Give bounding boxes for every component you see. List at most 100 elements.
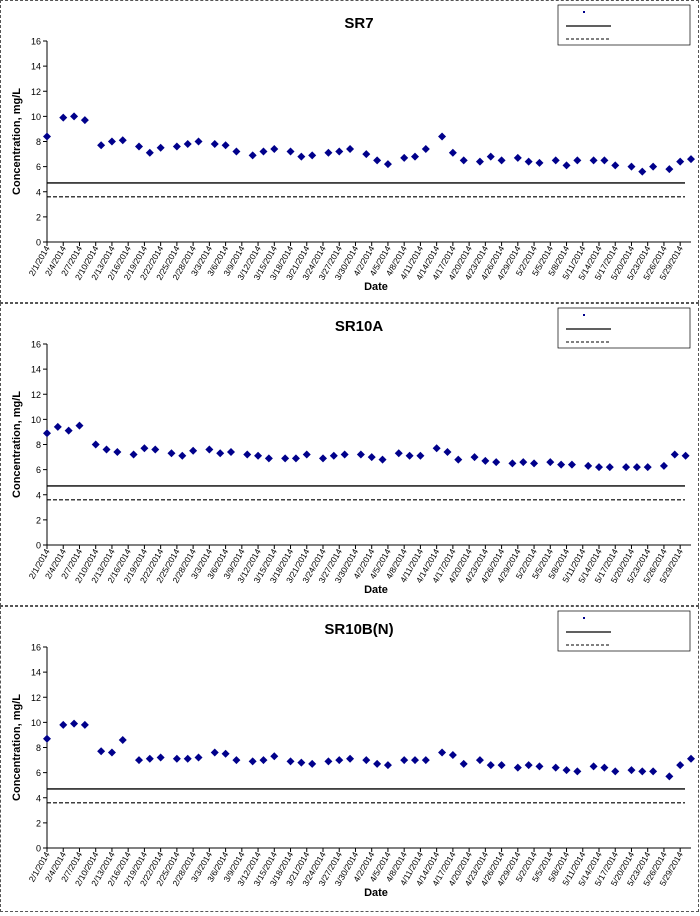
data-point (145, 754, 154, 763)
y-tick-label: 0 (36, 541, 41, 551)
data-point (286, 757, 295, 766)
data-point (676, 761, 685, 770)
data-point (535, 762, 544, 771)
data-point (178, 451, 187, 460)
data-point (438, 132, 447, 141)
data-point (308, 759, 317, 768)
data-point (189, 446, 198, 455)
data-point (140, 444, 149, 453)
chart-panel-sr10b-n: SR10B(N) 0 2 4 6 8 10 12 14 16 Concentration, mg/L… (0, 606, 699, 912)
data-point (676, 157, 685, 166)
data-point (459, 156, 468, 165)
data-point (459, 759, 468, 768)
y-tick-label: 16 (31, 37, 41, 47)
data-point (264, 454, 273, 463)
data-point (573, 767, 582, 776)
data-point (59, 720, 68, 729)
legend-marker-points (583, 617, 585, 619)
data-point (508, 459, 517, 468)
data-point (70, 112, 79, 121)
data-point (172, 142, 181, 151)
data-point (356, 450, 365, 459)
data-point (383, 160, 392, 169)
y-tick-label: 6 (36, 768, 41, 778)
data-point (589, 762, 598, 771)
data-point (470, 453, 479, 462)
data-point (107, 137, 116, 146)
data-point (167, 449, 176, 458)
data-point (259, 147, 268, 156)
data-point (319, 454, 327, 463)
data-point (156, 143, 165, 152)
data-point (329, 451, 338, 460)
chart-panel-sr7: SR7 0 2 4 6 8 10 12 14 16 Concentration, mg/L 2/1/2… (0, 0, 699, 303)
data-point (210, 748, 219, 757)
y-tick-label: 2 (36, 212, 41, 222)
data-point (632, 463, 641, 472)
data-point (254, 451, 263, 460)
y-tick-label: 16 (31, 643, 41, 653)
y-tick-label: 6 (36, 162, 41, 172)
data-point (557, 460, 566, 469)
data-point (270, 145, 279, 154)
data-point (118, 735, 127, 744)
legend-box (557, 4, 691, 46)
data-point (59, 113, 68, 122)
data-point (383, 761, 392, 770)
series-points (43, 112, 695, 176)
data-point (145, 148, 154, 157)
data-point (80, 720, 89, 729)
data-point (486, 152, 495, 161)
data-point (281, 454, 290, 463)
data-point (665, 772, 674, 781)
data-point (475, 756, 484, 765)
y-axis-label: Concentration, mg/L (11, 391, 23, 498)
data-point (627, 766, 636, 775)
data-point (362, 150, 371, 159)
y-tick-label: 10 (31, 718, 41, 728)
y-tick-label: 4 (36, 187, 41, 197)
data-point (405, 451, 414, 460)
data-point (64, 426, 73, 435)
data-point (589, 156, 598, 165)
data-point (551, 763, 560, 772)
data-point (687, 754, 695, 763)
data-point (611, 767, 620, 776)
y-tick-label: 0 (36, 844, 41, 854)
y-tick-label: 14 (31, 365, 41, 375)
data-point (411, 152, 419, 161)
data-point (486, 761, 495, 770)
data-point (670, 450, 679, 459)
series-points (43, 719, 695, 781)
data-point (643, 463, 652, 472)
data-point (324, 757, 333, 766)
data-point (297, 758, 306, 767)
data-point (243, 450, 252, 459)
y-tick-label: 8 (36, 440, 41, 450)
y-tick-label: 10 (31, 112, 41, 122)
y-tick-label: 14 (31, 668, 41, 678)
data-point (416, 451, 425, 460)
data-point (394, 449, 403, 458)
data-point (43, 429, 51, 438)
data-point (205, 445, 214, 454)
data-point (681, 451, 690, 460)
y-tick-label: 2 (36, 515, 41, 525)
data-point (172, 754, 181, 763)
data-point (400, 153, 409, 162)
data-point (43, 132, 51, 141)
data-point (286, 147, 295, 156)
data-point (156, 753, 165, 762)
chart-title: SR7 (344, 15, 373, 32)
data-point (475, 157, 484, 166)
data-point (221, 749, 230, 758)
chart-title: SR10A (335, 318, 384, 335)
data-point (497, 761, 506, 770)
data-point (524, 761, 533, 770)
data-point (400, 756, 409, 765)
data-point (291, 454, 300, 463)
data-point (562, 766, 571, 775)
data-point (259, 756, 268, 765)
data-point (492, 458, 501, 467)
